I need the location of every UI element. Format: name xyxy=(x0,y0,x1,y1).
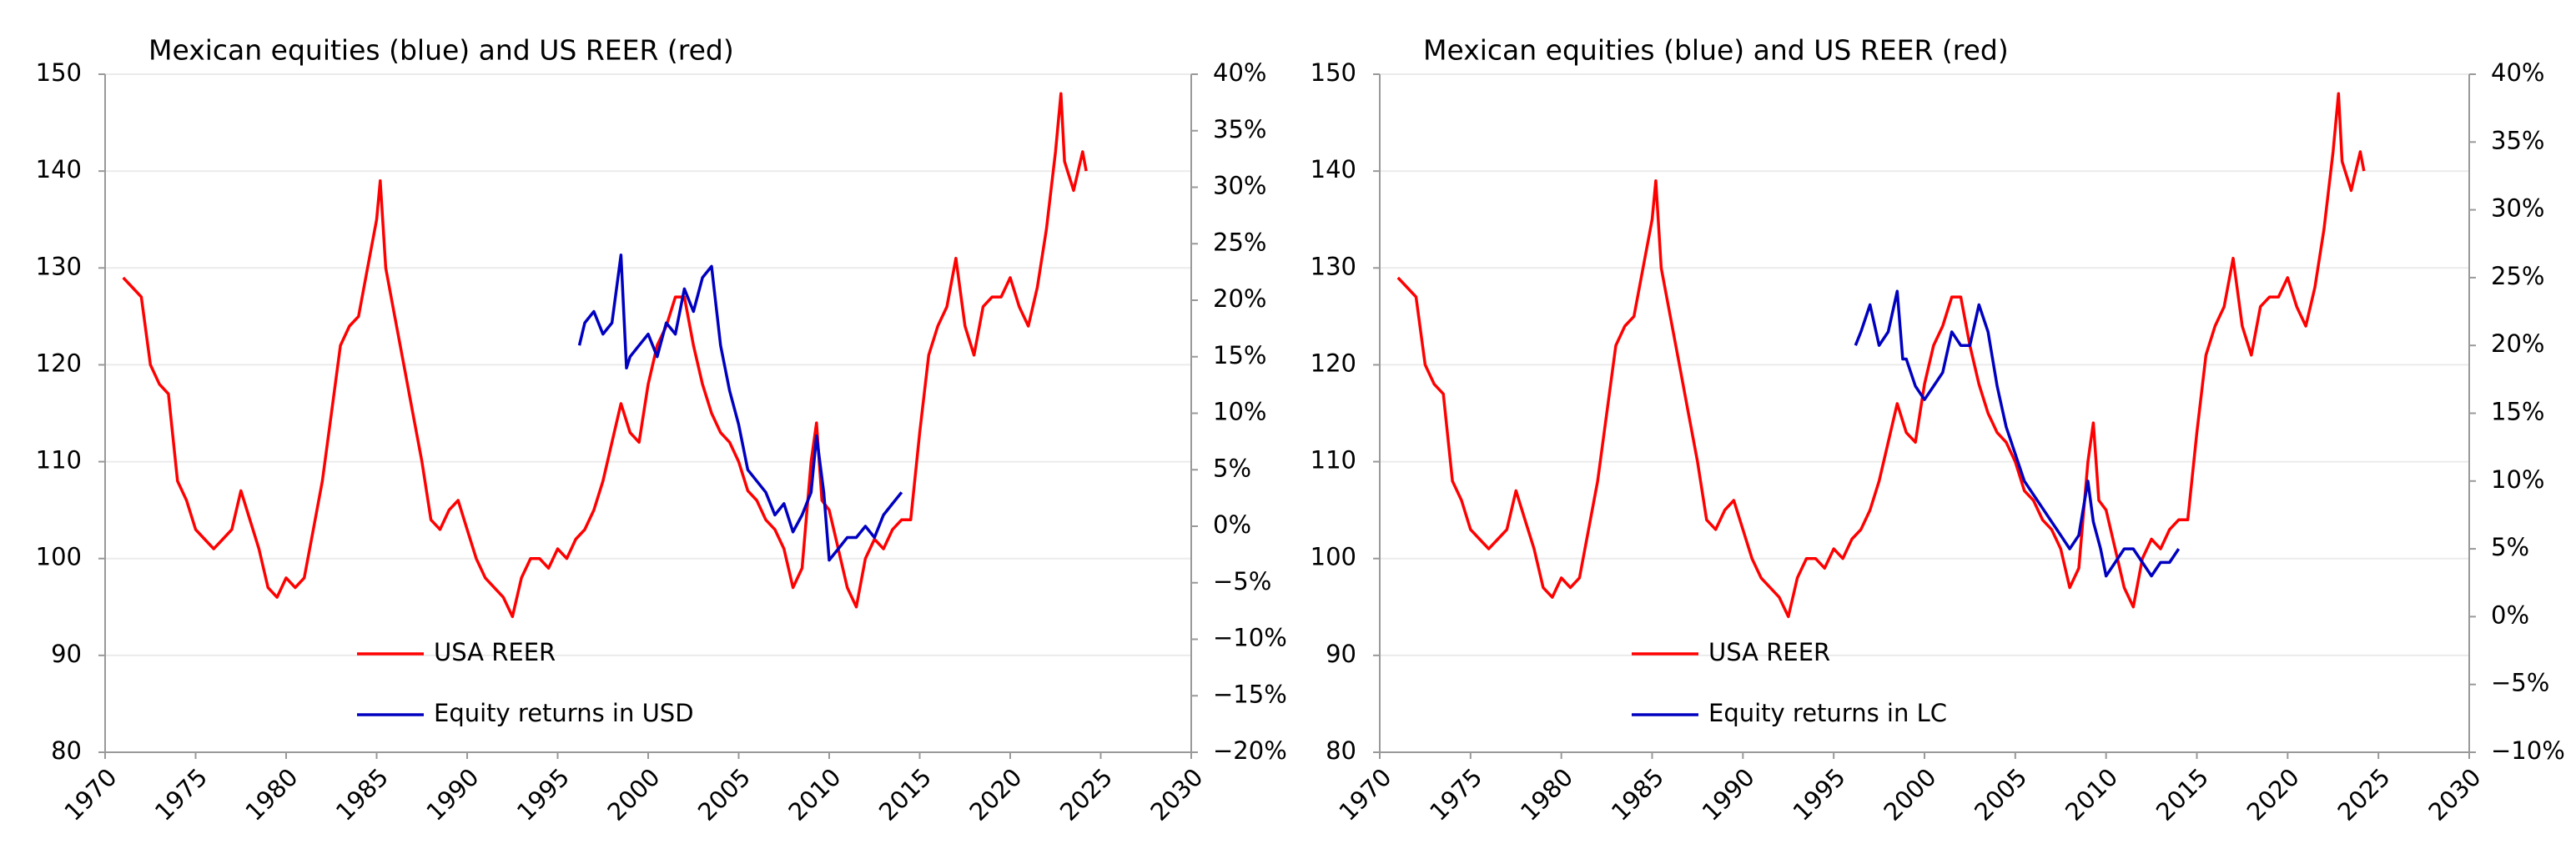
data-line xyxy=(1396,92,2366,619)
x-tick-label: 2015 xyxy=(2151,763,2214,826)
y-tick-label: 130 xyxy=(36,252,82,280)
y-tick-label: 120 xyxy=(1311,349,1356,377)
x-tick-label: 1980 xyxy=(1515,763,1578,826)
x-tick-label: 1970 xyxy=(1333,763,1396,826)
y2-tick-label: 20% xyxy=(2491,329,2544,358)
data-line xyxy=(122,92,1088,619)
x-tick-label: 2020 xyxy=(963,763,1027,826)
x-tick-label: 2025 xyxy=(2332,763,2396,826)
x-tick-label: 1990 xyxy=(420,763,484,826)
y-tick-label: 110 xyxy=(36,446,82,475)
y2-tick-label: 15% xyxy=(2491,398,2544,426)
x-tick-label: 2010 xyxy=(782,763,846,826)
y-tick-label: 100 xyxy=(1311,543,1356,571)
x-tick-label: 1990 xyxy=(1697,763,1760,826)
y-tick-label: 140 xyxy=(1311,155,1356,183)
x-tick-label: 1995 xyxy=(511,763,575,826)
x-tick-label: 1985 xyxy=(330,763,394,826)
y2-tick-label: 0% xyxy=(2491,600,2529,629)
chart-title: Mexican equities (blue) and US REER (red… xyxy=(148,34,734,67)
chart-title: Mexican equities (blue) and US REER (red… xyxy=(1423,34,2009,67)
y2-tick-label: −15% xyxy=(1213,680,1287,708)
data-line xyxy=(577,254,903,562)
y2-tick-label: 25% xyxy=(2491,262,2544,290)
x-tick-label: 2005 xyxy=(1969,763,2032,826)
x-tick-label: 1975 xyxy=(1424,763,1487,826)
legend-label: Equity returns in LC xyxy=(1708,699,1947,727)
x-tick-label: 1980 xyxy=(239,763,303,826)
y2-tick-label: 5% xyxy=(1213,454,1251,482)
legend-label: USA REER xyxy=(434,638,556,666)
legend-label: Equity returns in USD xyxy=(434,699,694,727)
y2-tick-label: 25% xyxy=(1213,228,1266,256)
y-tick-label: 100 xyxy=(36,543,82,571)
y-tick-label: 120 xyxy=(36,349,82,377)
y-tick-label: 140 xyxy=(36,155,82,183)
y2-tick-label: −10% xyxy=(2491,736,2565,765)
legend-label: USA REER xyxy=(1708,638,1830,666)
x-tick-label: 1995 xyxy=(1788,763,1851,826)
y2-tick-label: 35% xyxy=(2491,126,2544,154)
y2-tick-label: 30% xyxy=(2491,194,2544,223)
x-tick-label: 2030 xyxy=(2423,763,2486,826)
x-tick-label: 2000 xyxy=(1878,763,1941,826)
y2-tick-label: 5% xyxy=(2491,533,2529,561)
y2-tick-label: 35% xyxy=(1213,115,1266,143)
y2-tick-label: −10% xyxy=(1213,624,1287,652)
x-tick-label: 1970 xyxy=(58,763,122,826)
y-tick-label: 150 xyxy=(1311,58,1356,87)
data-line xyxy=(1854,289,2181,578)
x-tick-label: 2020 xyxy=(2241,763,2305,826)
x-tick-label: 2000 xyxy=(601,763,665,826)
y2-tick-label: 40% xyxy=(1213,58,1266,87)
y2-tick-label: 40% xyxy=(2491,58,2544,87)
y-tick-label: 110 xyxy=(1311,446,1356,475)
x-tick-label: 2010 xyxy=(2060,763,2123,826)
x-tick-label: 2005 xyxy=(692,763,756,826)
x-tick-label: 2015 xyxy=(873,763,937,826)
y2-tick-label: −5% xyxy=(2491,669,2549,697)
x-tick-label: 2025 xyxy=(1054,763,1118,826)
y2-tick-label: 15% xyxy=(1213,341,1266,369)
y-tick-label: 80 xyxy=(51,736,82,765)
y2-tick-label: −5% xyxy=(1213,567,1271,595)
y-tick-label: 80 xyxy=(1326,736,1356,765)
y-tick-label: 130 xyxy=(1311,252,1356,280)
y2-tick-label: −20% xyxy=(1213,736,1287,765)
y-tick-label: 90 xyxy=(1326,640,1356,668)
x-tick-label: 1975 xyxy=(149,763,213,826)
x-tick-label: 2030 xyxy=(1145,763,1208,826)
x-tick-label: 1985 xyxy=(1606,763,1669,826)
y-tick-label: 90 xyxy=(51,640,82,668)
y-tick-label: 150 xyxy=(36,58,82,87)
y2-tick-label: 10% xyxy=(1213,398,1266,426)
y2-tick-label: 20% xyxy=(1213,284,1266,313)
y2-tick-label: 30% xyxy=(1213,172,1266,200)
y2-tick-label: 0% xyxy=(1213,510,1251,539)
y2-tick-label: 10% xyxy=(2491,465,2544,494)
